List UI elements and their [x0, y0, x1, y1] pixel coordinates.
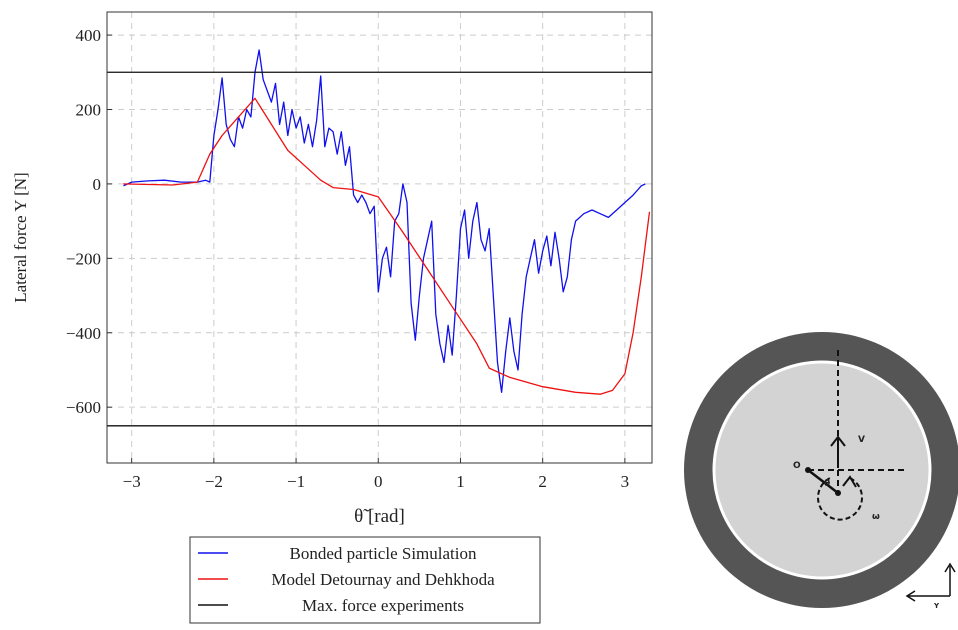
- y-axis-label: Lateral force Y [N]: [11, 172, 30, 302]
- series-line: [123, 97, 651, 395]
- origin-point: [805, 467, 811, 473]
- velocity-label: V: [858, 435, 865, 445]
- y-tick-label: 200: [76, 100, 102, 119]
- y-tick-label: −400: [66, 324, 101, 343]
- plot-frame: [106, 11, 653, 464]
- x-tick-label: 2: [538, 472, 547, 491]
- rotation-head: [842, 475, 857, 488]
- x-tick-label: −2: [205, 472, 223, 491]
- angle-label: θ: [824, 479, 830, 489]
- x-tick-label: −1: [287, 472, 305, 491]
- radius: [807, 469, 839, 494]
- frame-label: Y: [933, 602, 940, 610]
- legend-label: Model Detournay and Dehkhoda: [271, 570, 495, 589]
- y-tick-label: 0: [93, 175, 102, 194]
- diagram: O θ V ω Y: [684, 332, 958, 610]
- frame-left-head: [905, 590, 916, 602]
- velocity-head: [830, 435, 846, 447]
- legend-box: [189, 536, 541, 624]
- legend-label: Bonded particle Simulation: [290, 544, 477, 563]
- rotation-arc: [817, 477, 863, 521]
- origin-label: O: [793, 461, 801, 471]
- y-tick-label: −200: [66, 249, 101, 268]
- x-tick-label: 3: [621, 472, 630, 491]
- legend-label: Max. force experiments: [302, 596, 464, 615]
- series-line: [123, 49, 646, 393]
- x-tick-label: 0: [374, 472, 383, 491]
- x-axis-label: θ̃ [rad]: [354, 506, 405, 527]
- plot-area: [107, 49, 652, 427]
- rotation-label: ω: [872, 512, 880, 522]
- x-tick-label: −3: [123, 472, 141, 491]
- y-tick-label: 400: [76, 26, 102, 45]
- y-tick-label: −600: [66, 398, 101, 417]
- frame-up-head: [944, 562, 956, 573]
- center-point: [835, 490, 841, 496]
- x-tick-label: 1: [456, 472, 465, 491]
